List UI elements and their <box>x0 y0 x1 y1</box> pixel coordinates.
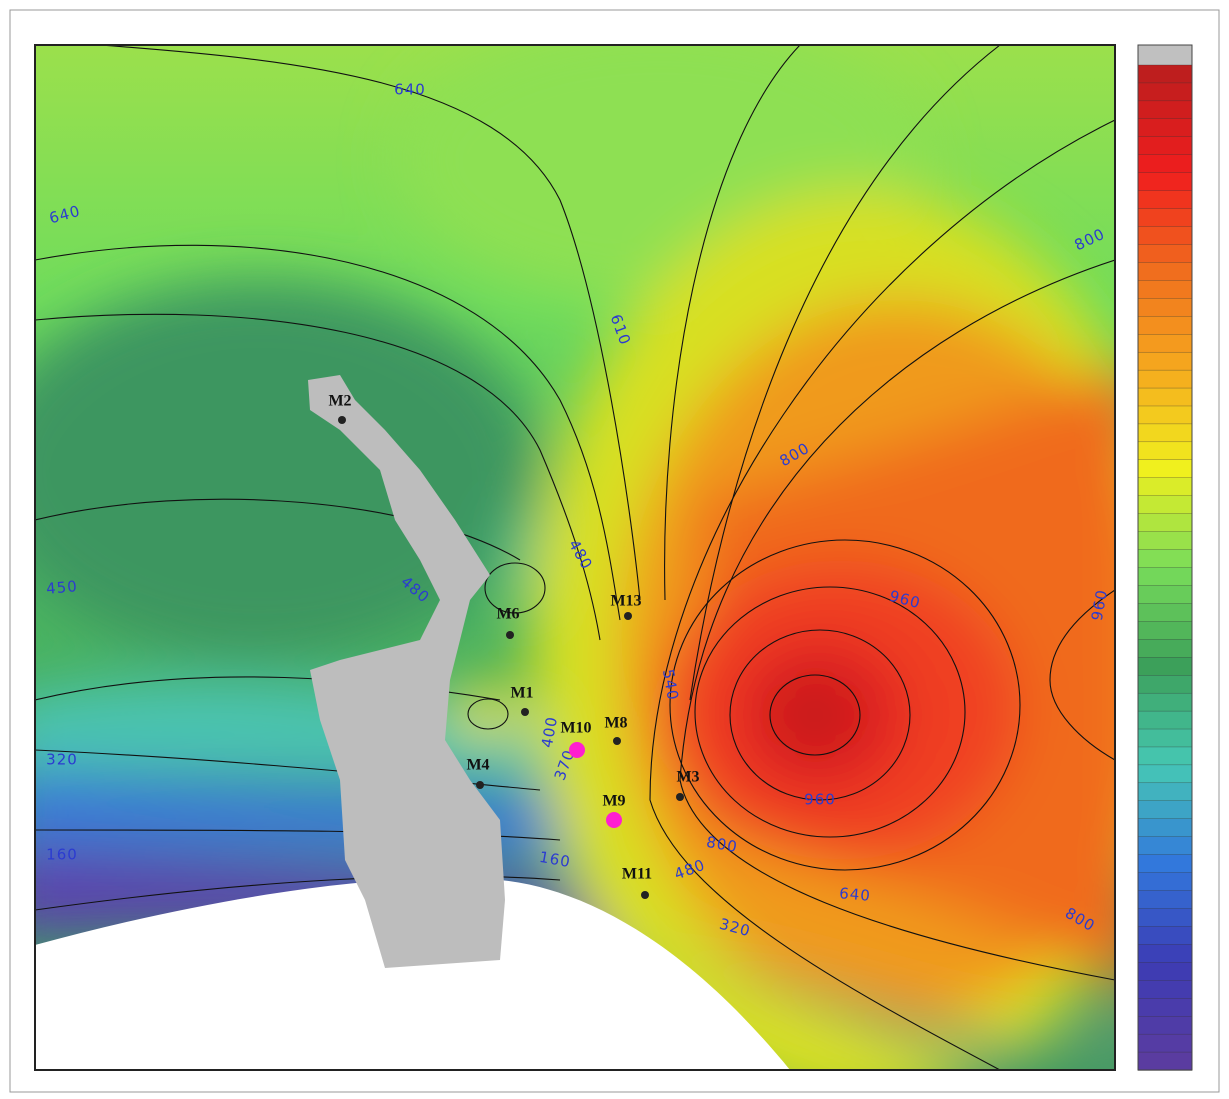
contour-label: 540 <box>659 668 682 702</box>
contour-label: 320 <box>46 751 78 769</box>
color-bar-step <box>1137 244 1193 264</box>
color-bar-step <box>1137 800 1193 820</box>
well-label: M11 <box>622 866 652 883</box>
color-bar-frame <box>1137 44 1193 1071</box>
contour-label: 800 <box>705 833 739 856</box>
well-marker <box>338 416 346 424</box>
well-label: M4 <box>466 757 489 774</box>
color-bar-step <box>1137 908 1193 928</box>
color-bar-step <box>1137 692 1193 712</box>
color-bar-step <box>1137 764 1193 784</box>
well-marker <box>476 781 484 789</box>
color-bar-step <box>1137 208 1193 228</box>
well-label: M3 <box>676 769 699 786</box>
color-bar-step <box>1137 118 1193 138</box>
surface <box>35 45 1115 1070</box>
color-bar-step <box>1137 1051 1193 1071</box>
color-bar-step <box>1137 154 1193 174</box>
color-bar-step <box>1137 100 1193 120</box>
color-bar-step <box>1137 459 1193 479</box>
color-bar-step <box>1137 136 1193 156</box>
color-bar-step <box>1137 944 1193 963</box>
color-bar-step <box>1137 549 1193 569</box>
well-label: M1 <box>510 685 533 702</box>
contour-label: 640 <box>838 884 871 905</box>
color-bar-step <box>1137 387 1193 407</box>
contour-label: 960 <box>804 791 836 809</box>
color-bar-step <box>1137 316 1193 335</box>
color-bar-step <box>1137 280 1193 299</box>
color-bar-step <box>1137 262 1193 282</box>
well-marker <box>569 742 585 758</box>
color-bar-step <box>1137 513 1193 533</box>
color-bar-step <box>1137 172 1193 192</box>
color-bar-step <box>1137 998 1193 1017</box>
well-label: M10 <box>560 720 591 737</box>
color-bar-step <box>1137 405 1193 425</box>
contour-label: 450 <box>45 577 78 598</box>
color-bar-step <box>1137 603 1193 622</box>
color-bar-step <box>1137 710 1193 730</box>
contour-label: 160 <box>46 846 78 864</box>
color-bar-step <box>1137 1033 1193 1053</box>
color-bar-step <box>1137 836 1193 856</box>
contour-label: 160 <box>538 848 572 871</box>
well-label: M6 <box>496 606 519 623</box>
well-marker <box>613 737 621 745</box>
color-bar-step <box>1137 567 1193 587</box>
color-bar <box>1137 45 1193 1071</box>
page-border <box>9 9 1220 1093</box>
color-bar-step <box>1137 226 1193 246</box>
color-bar-step <box>1137 639 1193 658</box>
color-bar-step <box>1137 782 1193 802</box>
color-bar-step <box>1137 298 1193 317</box>
well-marker <box>506 631 514 639</box>
color-bar-top <box>1138 45 1192 65</box>
color-bar-step <box>1137 872 1193 892</box>
map-frame <box>34 44 1116 1071</box>
contour-label: 640 <box>394 81 426 99</box>
color-bar-step <box>1137 423 1193 443</box>
well-marker <box>521 708 529 716</box>
color-bar-step <box>1137 926 1193 946</box>
well-marker <box>624 612 632 620</box>
color-bar-step <box>1137 190 1193 210</box>
color-bar-step <box>1137 351 1193 371</box>
color-bar-step <box>1137 746 1193 766</box>
well-label: M13 <box>610 593 641 610</box>
color-bar-step <box>1137 890 1193 910</box>
color-bar-step <box>1137 585 1193 605</box>
color-bar-step <box>1137 82 1193 102</box>
well-marker <box>606 812 622 828</box>
contour-label: 960 <box>1088 588 1111 622</box>
color-bar-step <box>1137 369 1193 389</box>
color-bar-step <box>1137 1016 1193 1035</box>
color-bar-step <box>1137 495 1193 515</box>
color-bar-step <box>1137 334 1193 353</box>
color-bar-step <box>1137 675 1193 694</box>
color-bar-step <box>1137 854 1193 874</box>
color-bar-step <box>1137 621 1193 640</box>
color-bar-step <box>1137 531 1193 551</box>
well-label: M9 <box>602 793 625 810</box>
color-bar-step <box>1137 64 1193 84</box>
well-label: M2 <box>328 393 351 410</box>
color-bar-step <box>1137 962 1193 981</box>
well-marker <box>641 891 649 899</box>
color-bar-step <box>1137 657 1193 676</box>
contour-label: 400 <box>538 715 561 749</box>
color-bar-step <box>1137 477 1193 497</box>
land-mask <box>308 375 505 968</box>
color-bar-step <box>1137 980 1193 999</box>
color-bar-step <box>1137 728 1193 748</box>
well-marker <box>676 793 684 801</box>
color-bar-step <box>1137 441 1193 461</box>
well-label: M8 <box>604 715 627 732</box>
color-bar-step <box>1137 818 1193 838</box>
